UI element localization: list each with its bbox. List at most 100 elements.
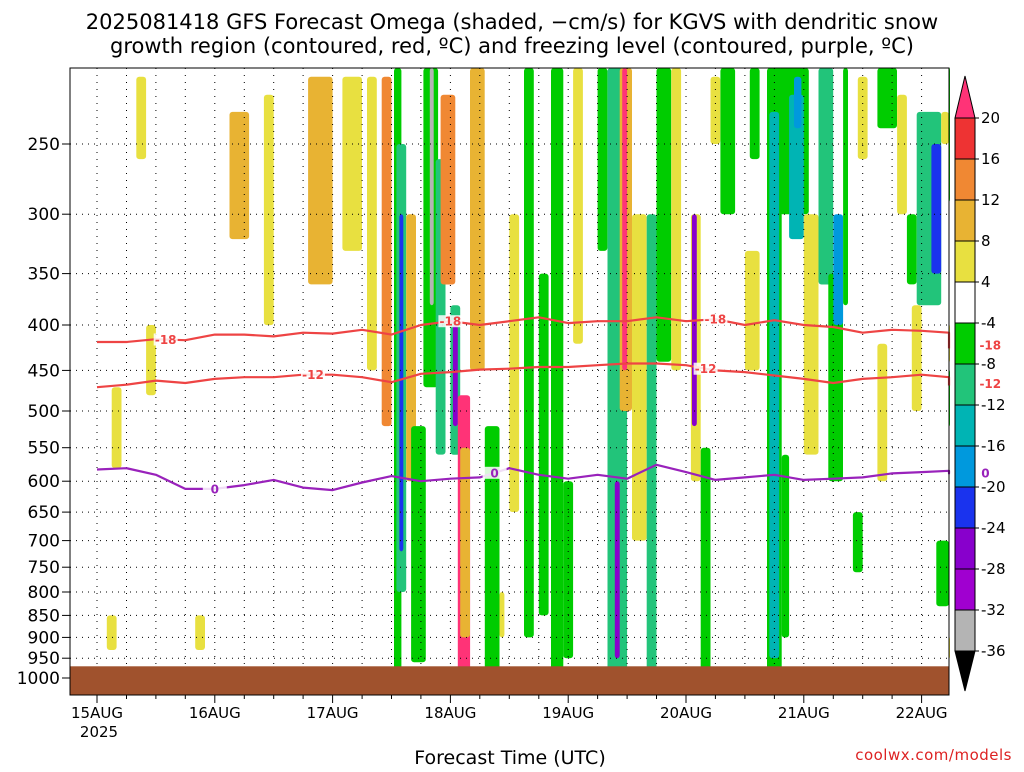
omega-cell bbox=[308, 76, 333, 285]
omega-cell bbox=[484, 426, 500, 671]
colorbar-tick-label: -28 bbox=[981, 560, 1006, 578]
contour-label-bg bbox=[978, 377, 1003, 390]
omega-cell bbox=[524, 68, 534, 638]
y-tick-label: 1000 bbox=[17, 669, 60, 689]
omega-cell bbox=[111, 387, 122, 469]
y-tick-label: 250 bbox=[28, 135, 60, 155]
omega-cell bbox=[622, 68, 628, 371]
omega-cell bbox=[931, 144, 942, 274]
omega-cell bbox=[146, 325, 156, 396]
omega-cell bbox=[399, 214, 404, 552]
colorbar-tick-label: -12 bbox=[981, 396, 1006, 414]
y-tick-label: 350 bbox=[28, 265, 60, 285]
omega-cell bbox=[614, 481, 620, 659]
y-tick-label: 700 bbox=[28, 532, 60, 552]
contour-label-bg bbox=[973, 467, 998, 480]
omega-cell bbox=[656, 68, 672, 362]
x-tick-label: 17AUG bbox=[307, 704, 359, 722]
contour-line bbox=[96, 362, 951, 389]
omega-cell bbox=[440, 94, 456, 285]
contour-label: -18 bbox=[979, 338, 1001, 352]
colorbar-segment bbox=[954, 404, 976, 447]
colorbar-segment bbox=[954, 363, 976, 406]
omega-cell bbox=[499, 592, 505, 638]
chart-title-line1: 2025081418 GFS Forecast Omega (shaded, −… bbox=[86, 10, 938, 34]
colorbar-tick-label: -8 bbox=[981, 355, 996, 373]
y-tick-label: 800 bbox=[28, 583, 60, 603]
contour-label: 0 bbox=[211, 482, 219, 496]
omega-cell bbox=[833, 214, 844, 325]
y-axis-ticks: 2503003504004505005506006507007508008509… bbox=[17, 135, 70, 689]
contour-label: -18 bbox=[155, 333, 177, 347]
contour-label: -18 bbox=[705, 313, 727, 327]
omega-cell bbox=[263, 94, 274, 326]
colorbar-tick-label: 8 bbox=[981, 232, 991, 250]
omega-cell bbox=[195, 615, 205, 650]
y-tick-label: 550 bbox=[28, 439, 60, 459]
contour-label-bg bbox=[693, 362, 718, 375]
y-tick-label: 900 bbox=[28, 628, 60, 648]
y-tick-label: 850 bbox=[28, 606, 60, 626]
colorbar-tick-label: -20 bbox=[981, 478, 1006, 496]
omega-cell bbox=[671, 68, 682, 371]
contour-label-bg bbox=[703, 313, 728, 326]
terrain-surface bbox=[70, 666, 949, 695]
omega-cell bbox=[877, 68, 897, 129]
omega-cell bbox=[563, 481, 574, 659]
y-tick-label: 450 bbox=[28, 361, 60, 381]
colorbar-tick-label: 16 bbox=[981, 150, 1000, 168]
omega-cell bbox=[769, 111, 780, 659]
omega-cell bbox=[106, 615, 117, 650]
omega-cell bbox=[700, 447, 711, 671]
omega-cell bbox=[381, 76, 392, 427]
colorbar-segment bbox=[954, 117, 976, 160]
colorbar-segment bbox=[954, 609, 976, 652]
colorbar-segment bbox=[954, 527, 976, 570]
colorbar-tick-label: -24 bbox=[981, 519, 1006, 537]
contour-label: -18 bbox=[440, 315, 462, 329]
omega-cell bbox=[429, 68, 434, 306]
contour-label-bg bbox=[153, 333, 178, 346]
x-tick-label: 22AUG bbox=[896, 704, 948, 722]
contour-line bbox=[97, 316, 951, 349]
credit-link[interactable]: coolwx.com/models bbox=[855, 746, 1012, 764]
omega-cell bbox=[936, 540, 949, 607]
x-tick-label: 16AUG bbox=[189, 704, 241, 722]
omega-cell bbox=[803, 214, 819, 455]
colorbar-tick-label: -32 bbox=[981, 601, 1006, 619]
x-axis-title: Forecast Time (UTC) bbox=[414, 747, 605, 768]
omega-cell bbox=[406, 214, 416, 482]
surface-band bbox=[70, 666, 949, 695]
y-tick-label: 950 bbox=[28, 649, 60, 669]
omega-cell bbox=[897, 94, 907, 215]
omega-cell bbox=[573, 68, 583, 344]
x-tick-label: 21AUG bbox=[778, 704, 830, 722]
colorbar-tick-label: -16 bbox=[981, 437, 1006, 455]
y-tick-label: 600 bbox=[28, 472, 60, 492]
contour-label-bg bbox=[482, 466, 507, 479]
y-tick-label: 650 bbox=[28, 503, 60, 523]
omega-cell bbox=[852, 512, 863, 573]
colorbar-tick-label: 12 bbox=[981, 191, 1000, 209]
omega-cell bbox=[794, 76, 802, 129]
omega-cell bbox=[411, 426, 426, 663]
contour-label-bg bbox=[202, 482, 227, 495]
omega-cell bbox=[470, 68, 485, 371]
contour-label: 0 bbox=[981, 467, 989, 481]
x-axis-ticks: 15AUG 16AUG 17AUG 18AUG 19AUG 20AUG 21AUG 22AUG bbox=[71, 695, 948, 722]
omega-cell bbox=[551, 68, 564, 671]
omega-cell bbox=[342, 76, 362, 251]
omega-cell bbox=[941, 111, 949, 144]
omega-cell bbox=[877, 343, 888, 482]
omega-cell bbox=[906, 214, 917, 285]
omega-cell bbox=[744, 250, 760, 371]
colorbar: 20 16 12 8 4 -4 -8 -12 -16 -20 -24 -28 -32 -36 bbox=[954, 75, 1006, 692]
colorbar-segment bbox=[954, 568, 976, 611]
colorbar-tick-label: 20 bbox=[981, 109, 1000, 127]
omega-cell bbox=[452, 325, 458, 427]
omega-cell bbox=[367, 76, 377, 371]
y-tick-label: 400 bbox=[28, 316, 60, 336]
omega-cell bbox=[781, 454, 790, 638]
colorbar-tick-label: -36 bbox=[981, 642, 1006, 660]
